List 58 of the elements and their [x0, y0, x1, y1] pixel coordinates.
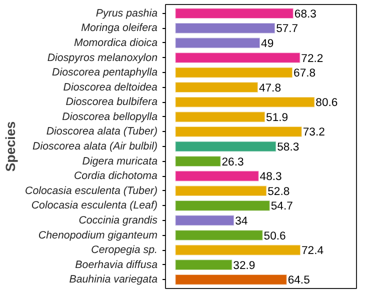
- y-tick-label: Pyrus pashia: [96, 7, 158, 20]
- y-tick-label: Colocasia esculenta (Tuber): [25, 184, 158, 197]
- bar: [174, 274, 288, 286]
- data-label: 72.4: [301, 245, 324, 258]
- bar: [174, 156, 222, 167]
- bar: [174, 126, 302, 138]
- y-tick-label: Ceropegia sp.: [91, 244, 158, 256]
- bar: [174, 52, 301, 64]
- data-label: 51.9: [266, 112, 288, 124]
- data-label: 80.6: [316, 97, 338, 110]
- data-label: 49: [261, 38, 274, 50]
- bar: [174, 96, 316, 108]
- bar: [174, 170, 260, 182]
- data-label: 64.5: [288, 274, 310, 287]
- bar: [174, 214, 235, 226]
- y-axis-title: Species: [3, 121, 18, 172]
- data-label: 52.8: [268, 186, 290, 198]
- bar: [174, 8, 294, 20]
- bar: [174, 200, 270, 212]
- bar: [174, 66, 294, 78]
- bar: [174, 111, 266, 123]
- data-label: 68.3: [294, 8, 316, 20]
- y-tick-label: Dioscorea bulbifera: [66, 96, 158, 108]
- data-label: 58.3: [277, 142, 300, 154]
- data-label: 34: [235, 215, 248, 228]
- y-tick-label: Colocasia esculenta (Leaf): [31, 200, 158, 212]
- data-label: 47.8: [258, 82, 282, 94]
- bar: [174, 230, 264, 241]
- data-label: 57.7: [276, 23, 298, 36]
- y-tick-label: Dioscorea deltoidea: [63, 81, 158, 94]
- bar: [174, 185, 268, 197]
- y-tick-label: Dioscorea alata (Tuber): [46, 126, 158, 138]
- data-label: 73.2: [302, 126, 325, 139]
- y-tick-label: Momordica dioica: [74, 36, 158, 49]
- bar: [174, 37, 261, 49]
- bar: [174, 244, 301, 256]
- data-label: 67.8: [294, 68, 316, 80]
- y-tick-label: Digera muricata: [82, 155, 158, 168]
- y-tick-label: Dioscorea bellopylla: [62, 110, 158, 123]
- bar: [174, 82, 258, 94]
- y-tick-label: Cordia dichotoma: [74, 170, 158, 182]
- data-label: 32.9: [233, 260, 256, 272]
- y-tick-label: Dioscorea alata (Air bulbil): [32, 140, 158, 152]
- y-tick-label: Bauhinia variegata: [69, 274, 158, 286]
- bar: [174, 259, 233, 271]
- data-label: 26.3: [222, 156, 244, 168]
- y-tick-label: Diospyros melanoxylon: [47, 52, 158, 64]
- data-label: 50.6: [264, 230, 286, 242]
- y-tick-label: Boerhavia diffusa: [75, 258, 158, 271]
- y-tick-label: Coccinia grandis: [78, 214, 158, 226]
- bar: [174, 22, 276, 34]
- y-tick-label: Dioscorea pentaphylla: [52, 66, 158, 79]
- data-label: 48.3: [260, 171, 282, 184]
- bar: [174, 140, 277, 152]
- y-tick-label: Chenopodium giganteum: [38, 229, 158, 242]
- data-label: 72.2: [301, 52, 324, 65]
- data-label: 54.7: [270, 200, 293, 213]
- y-tick-label: Moringa oleifera: [81, 22, 158, 34]
